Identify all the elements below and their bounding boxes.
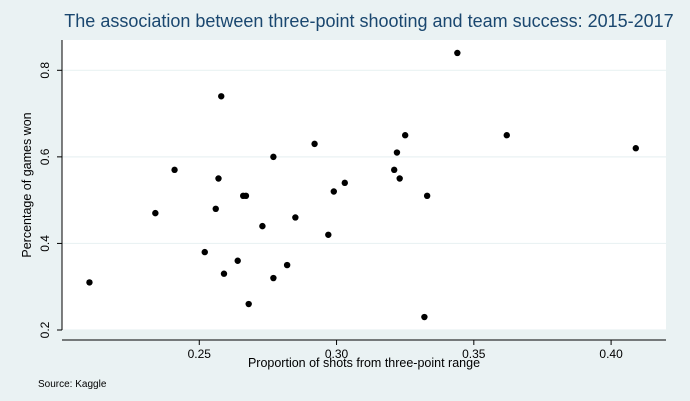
chart-title: The association between three-point shoo… [64, 11, 673, 31]
gridlines [62, 69, 666, 331]
data-point [218, 93, 225, 100]
data-point [220, 270, 228, 277]
source-note: Source: Kaggle [38, 379, 107, 390]
data-points [86, 49, 639, 321]
data-point [283, 261, 291, 269]
y-tick-label: 0.6 [38, 148, 52, 165]
data-point [259, 222, 266, 230]
data-point [234, 257, 241, 264]
x-tick-label: 0.35 [462, 347, 486, 361]
y-tick-label: 0.4 [38, 235, 52, 252]
data-point [401, 132, 409, 139]
data-point [215, 175, 222, 182]
y-tick-label: 0.8 [38, 62, 52, 79]
x-tick-label: 0.30 [325, 347, 349, 361]
data-point [423, 192, 431, 200]
data-point [454, 49, 461, 57]
x-axis-ticks: 0.25 0.30 0.35 0.40 [188, 340, 623, 361]
data-point [171, 166, 178, 174]
y-tick-label: 0.2 [38, 321, 52, 338]
data-point [245, 300, 252, 308]
data-point [393, 149, 401, 156]
data-point [86, 279, 93, 286]
data-point [330, 188, 337, 195]
data-point [242, 192, 250, 200]
data-point [270, 153, 277, 161]
data-point [212, 205, 219, 213]
data-point [421, 313, 428, 321]
y-axis-title: Percentage of games won [20, 112, 34, 257]
data-point [341, 179, 348, 187]
data-point [632, 145, 639, 152]
data-point [270, 274, 277, 282]
x-axis-title: Proportion of shots from three-point ran… [248, 356, 480, 370]
data-point [391, 166, 398, 174]
data-point [292, 214, 299, 221]
data-point [152, 209, 159, 217]
data-point [503, 132, 510, 139]
y-axis-ticks: 0.2 0.4 0.6 0.8 [38, 62, 62, 338]
data-point [201, 248, 208, 256]
x-tick-label: 0.25 [188, 347, 212, 361]
data-point [325, 231, 332, 238]
plot-area [62, 40, 666, 330]
x-tick-label: 0.40 [599, 347, 623, 361]
data-point [396, 175, 403, 182]
data-point [311, 140, 318, 148]
